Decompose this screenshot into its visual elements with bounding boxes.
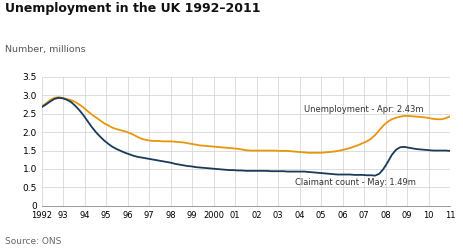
Text: Number, millions: Number, millions [5, 45, 85, 54]
Text: Claimant count - May: 1.49m: Claimant count - May: 1.49m [295, 179, 415, 187]
Text: Unemployment - Apr: 2.43m: Unemployment - Apr: 2.43m [303, 105, 423, 114]
Text: Unemployment in the UK 1992–2011: Unemployment in the UK 1992–2011 [5, 2, 260, 15]
Text: Source: ONS: Source: ONS [5, 237, 61, 246]
